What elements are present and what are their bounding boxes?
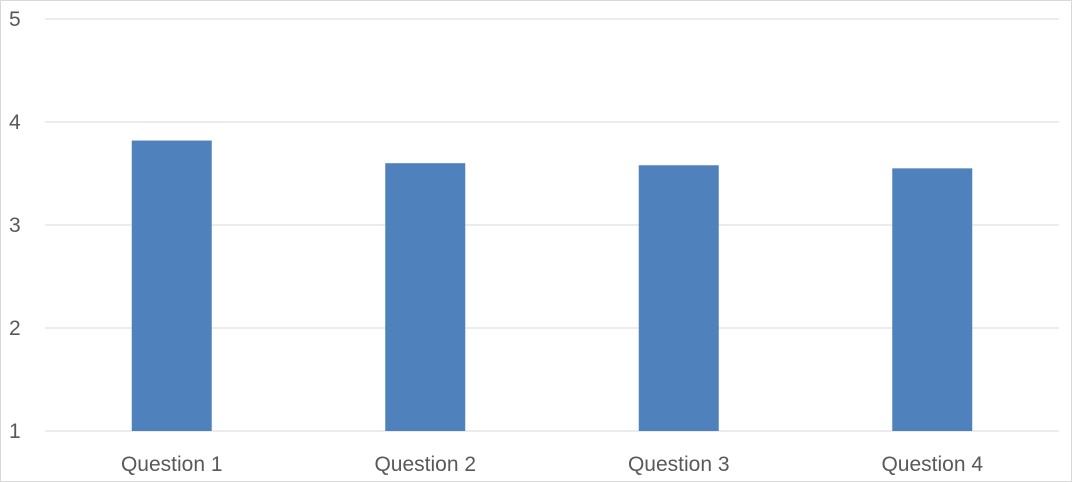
y-tick-label: 1: [9, 420, 21, 443]
y-tick-label: 4: [9, 111, 21, 134]
x-axis-category-labels: Question 1 Question 2 Question 3 Question 4: [121, 453, 983, 476]
y-axis-tick-labels: 1 2 3 4 5: [9, 8, 21, 443]
x-category-label: Question 4: [881, 453, 983, 476]
y-tick-label: 5: [9, 8, 21, 31]
y-tick-label: 3: [9, 214, 21, 237]
x-category-label: Question 1: [121, 453, 223, 476]
x-category-label: Question 3: [628, 453, 730, 476]
y-tick-label: 2: [9, 317, 21, 340]
bar-question-3: [638, 165, 719, 431]
x-category-label: Question 2: [374, 453, 476, 476]
gridlines: [45, 18, 1059, 432]
bar-question-2: [385, 163, 466, 431]
bars: [131, 140, 973, 432]
bar-question-4: [892, 168, 973, 431]
bar-question-1: [131, 140, 212, 432]
